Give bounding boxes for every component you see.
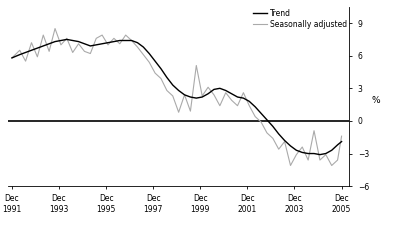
Legend: Trend, Seasonally adjusted: Trend, Seasonally adjusted (253, 9, 347, 29)
Y-axis label: %: % (372, 96, 380, 106)
